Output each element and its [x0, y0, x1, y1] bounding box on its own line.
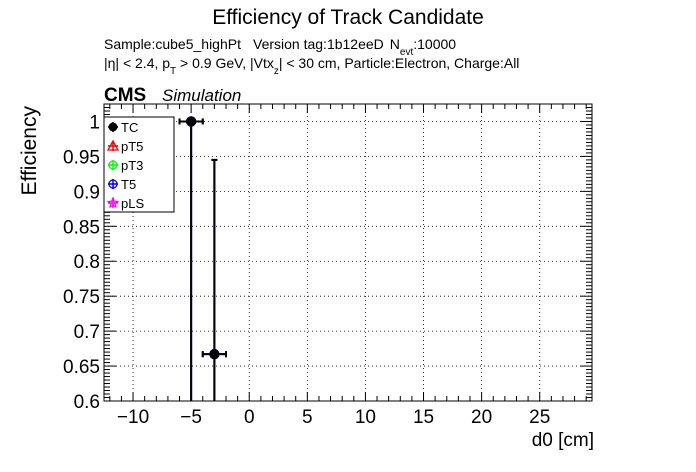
simulation-label: Simulation [162, 86, 241, 105]
legend: TC pT5 pT3 T5 pLS [103, 116, 175, 213]
x-tick-label: 20 [471, 407, 492, 428]
legend-label-pt3: pT3 [121, 158, 143, 173]
y-tick-label: 0.8 [74, 252, 100, 273]
legend-marker-t5 [108, 179, 118, 189]
x-tick-label: 10 [355, 407, 376, 428]
y-tick-label: 0.85 [63, 217, 100, 238]
legend-marker-tc [108, 122, 118, 132]
subtitle-version: Version tag:1b12eeD [253, 36, 384, 52]
y-tick-label: 0.9 [74, 182, 100, 203]
x-tick-label: 25 [529, 407, 550, 428]
subtitle-nevt-sub: evt [400, 47, 414, 58]
x-tick-label: −5 [180, 407, 202, 428]
y-tick-label: 0.7 [74, 322, 100, 343]
axis-ticks [104, 103, 592, 402]
data-point-tc [186, 116, 197, 127]
x-tick-label: 0 [244, 407, 255, 428]
x-tick-label: 5 [302, 407, 313, 428]
subtitle-line-2: |η| < 2.4, pT > 0.9 GeV, |Vtxz| < 30 cm,… [104, 55, 519, 77]
legend-label-pt5: pT5 [121, 139, 143, 154]
legend-label-t5: T5 [121, 177, 136, 192]
legend-label-pls: pLS [121, 196, 144, 211]
subtitle-nevt-prefix: N [390, 36, 400, 52]
axis-tick-labels: −10 −5 0 5 10 15 20 25 0.6 0.65 0.7 0.75 0.8 0.85 0.9 0… [63, 112, 550, 428]
grid-lines [104, 104, 592, 402]
subtitle-rest: | < 30 cm, Particle:Electron, Charge:All [279, 55, 520, 71]
y-tick-label: 0.65 [63, 357, 100, 378]
legend-marker-pt3 [108, 160, 118, 170]
subtitle-nevt-value: :10000 [413, 36, 456, 52]
y-tick-label: 0.95 [63, 147, 100, 168]
subtitle-vtx-sub: z [274, 66, 279, 77]
legend-label-tc: TC [121, 120, 138, 135]
y-axis-label: Efficiency [18, 106, 41, 196]
data-point-tc [209, 349, 220, 360]
plot-frame [103, 103, 593, 402]
x-tick-label: −10 [117, 407, 149, 428]
legend-marker-pt5 [106, 139, 120, 151]
data-points [178, 116, 227, 401]
subtitle-line-1: Sample:cube5_highPt Version tag:1b12eeD Ne… [104, 36, 456, 58]
x-tick-label: 15 [413, 407, 434, 428]
subtitle-eta: |η| < 2.4, p [104, 55, 170, 71]
y-tick-label: 0.75 [63, 287, 100, 308]
y-tick-label: 1 [89, 112, 100, 133]
subtitle-sample: Sample:cube5_highPt [104, 36, 241, 52]
cms-label: CMS [104, 85, 146, 106]
y-tick-label: 0.6 [74, 392, 100, 413]
chart-title: Efficiency of Track Candidate [212, 6, 484, 29]
x-axis-label: d0 [cm] [532, 430, 594, 451]
legend-marker-pls [106, 196, 120, 209]
subtitle-pt-sub: T [170, 66, 176, 77]
subtitle-pt-cut: > 0.9 GeV, |Vtx [176, 55, 274, 71]
